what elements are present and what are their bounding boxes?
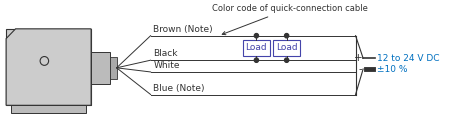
Text: White: White <box>153 61 180 70</box>
Circle shape <box>254 58 258 62</box>
Bar <box>243 40 270 56</box>
Bar <box>11 105 86 113</box>
Text: Brown (Note): Brown (Note) <box>153 25 213 34</box>
Bar <box>6 29 91 105</box>
Circle shape <box>254 34 258 38</box>
Text: Load: Load <box>276 43 297 52</box>
Circle shape <box>284 34 289 38</box>
Bar <box>110 57 117 79</box>
Text: Black: Black <box>153 49 178 58</box>
Text: Load: Load <box>246 43 267 52</box>
Bar <box>91 52 110 84</box>
Polygon shape <box>6 29 91 105</box>
Text: Color code of quick-connection cable: Color code of quick-connection cable <box>212 4 367 35</box>
Bar <box>274 40 300 56</box>
Text: -: - <box>359 64 362 74</box>
Circle shape <box>284 58 289 62</box>
Text: 12 to 24 V DC: 12 to 24 V DC <box>377 54 440 63</box>
Text: Blue (Note): Blue (Note) <box>153 84 205 93</box>
Text: ±10 %: ±10 % <box>377 65 408 74</box>
Text: +: + <box>354 53 362 63</box>
